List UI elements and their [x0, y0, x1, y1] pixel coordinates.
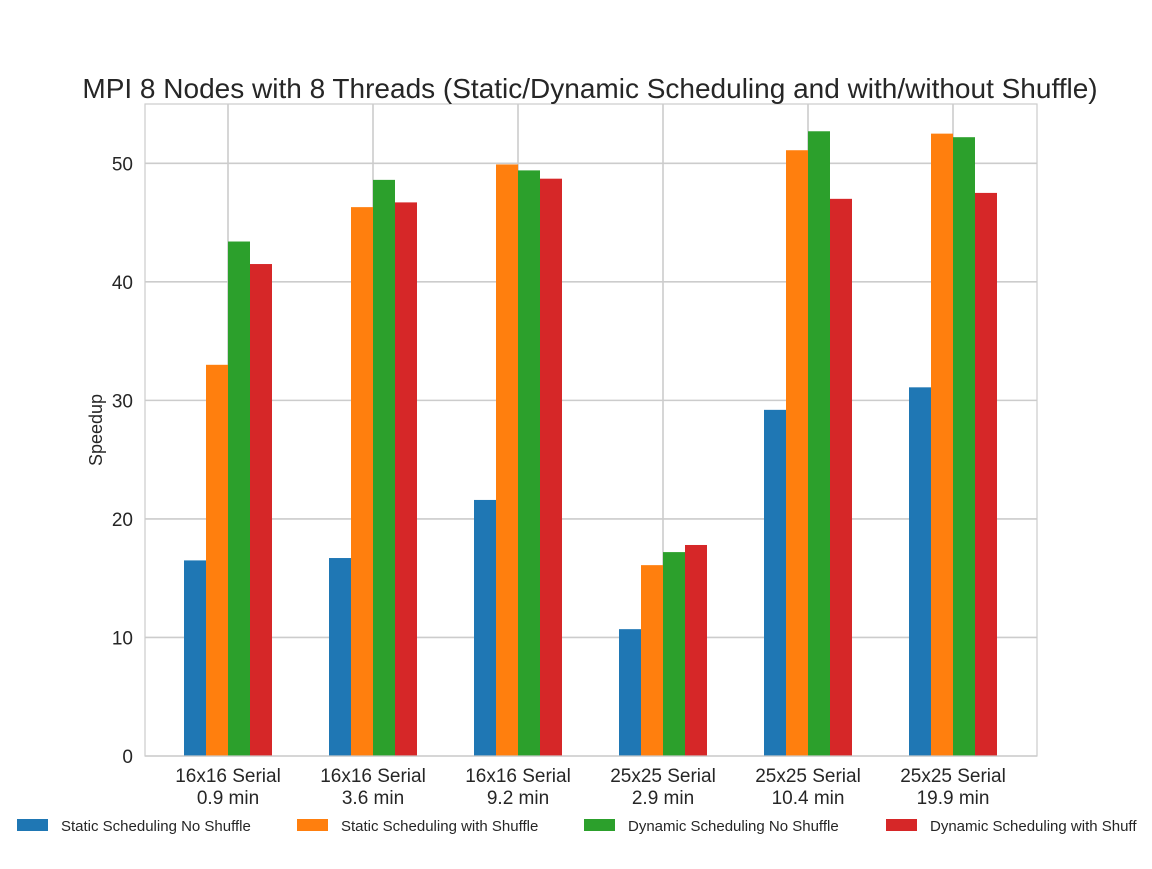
bar [808, 131, 830, 757]
legend-swatch [584, 819, 615, 831]
bar [663, 552, 685, 756]
bar [395, 202, 417, 757]
bar [184, 560, 206, 756]
x-tick-label: 16x16 Serial [465, 766, 571, 787]
y-tick-label: 50 [112, 154, 133, 175]
bar [351, 207, 373, 757]
bar [474, 499, 496, 756]
bar [228, 241, 250, 757]
x-tick-label: 3.6 min [342, 788, 404, 809]
legend-label: Dynamic Scheduling No Shuffle [628, 818, 839, 835]
y-tick-label: 20 [112, 510, 133, 531]
x-tick-label: 19.9 min [917, 788, 990, 809]
legend-swatch [886, 819, 917, 831]
bar [540, 178, 562, 756]
bar [931, 133, 953, 757]
bar [953, 137, 975, 756]
legend-item: Static Scheduling No Shuffle [17, 818, 251, 835]
x-tick-label: 16x16 Serial [175, 766, 281, 787]
y-tick-labels: 0 10 20 30 40 50 [112, 154, 133, 768]
bar [496, 164, 518, 756]
bar [641, 565, 663, 756]
legend-item: Static Scheduling with Shuffle [297, 818, 538, 835]
x-tick-label: 25x25 Serial [900, 766, 1006, 787]
bar [685, 544, 707, 756]
bar [206, 364, 228, 756]
bar [975, 192, 997, 757]
bar [250, 264, 272, 756]
x-tick-label: 9.2 min [487, 788, 549, 809]
y-tick-label: 0 [122, 747, 133, 768]
plot-frame [144, 103, 1038, 757]
legend-item: Dynamic Scheduling No Shuffle [584, 818, 839, 835]
bar [619, 629, 641, 756]
y-tick-label: 30 [112, 391, 133, 412]
legend-label: Dynamic Scheduling with Shuff [930, 818, 1137, 835]
x-tick-label: 25x25 Serial [610, 766, 716, 787]
legend-label: Static Scheduling No Shuffle [61, 818, 251, 835]
y-axis-label: Speedup [86, 394, 106, 466]
x-tick-label: 2.9 min [632, 788, 694, 809]
bar [373, 179, 395, 757]
bar [909, 387, 931, 756]
bar [518, 170, 540, 757]
legend-swatch [17, 819, 48, 831]
y-tick-label: 10 [112, 628, 133, 649]
x-tick-label: 10.4 min [772, 788, 845, 809]
bar [329, 558, 351, 756]
x-tick-label: 16x16 Serial [320, 766, 426, 787]
bar [764, 409, 786, 756]
y-tick-label: 40 [112, 273, 133, 294]
chart-title: MPI 8 Nodes with 8 Threads (Static/Dynam… [82, 73, 1097, 104]
bars [184, 131, 997, 757]
x-tick-label: 0.9 min [197, 788, 259, 809]
bar [786, 150, 808, 756]
legend-swatch [297, 819, 328, 831]
x-tick-label: 25x25 Serial [755, 766, 861, 787]
legend: Static Scheduling No Shuffle Static Sched… [17, 818, 1137, 835]
legend-label: Static Scheduling with Shuffle [341, 818, 538, 835]
legend-item: Dynamic Scheduling with Shuff [886, 818, 1137, 835]
bar [830, 198, 852, 756]
